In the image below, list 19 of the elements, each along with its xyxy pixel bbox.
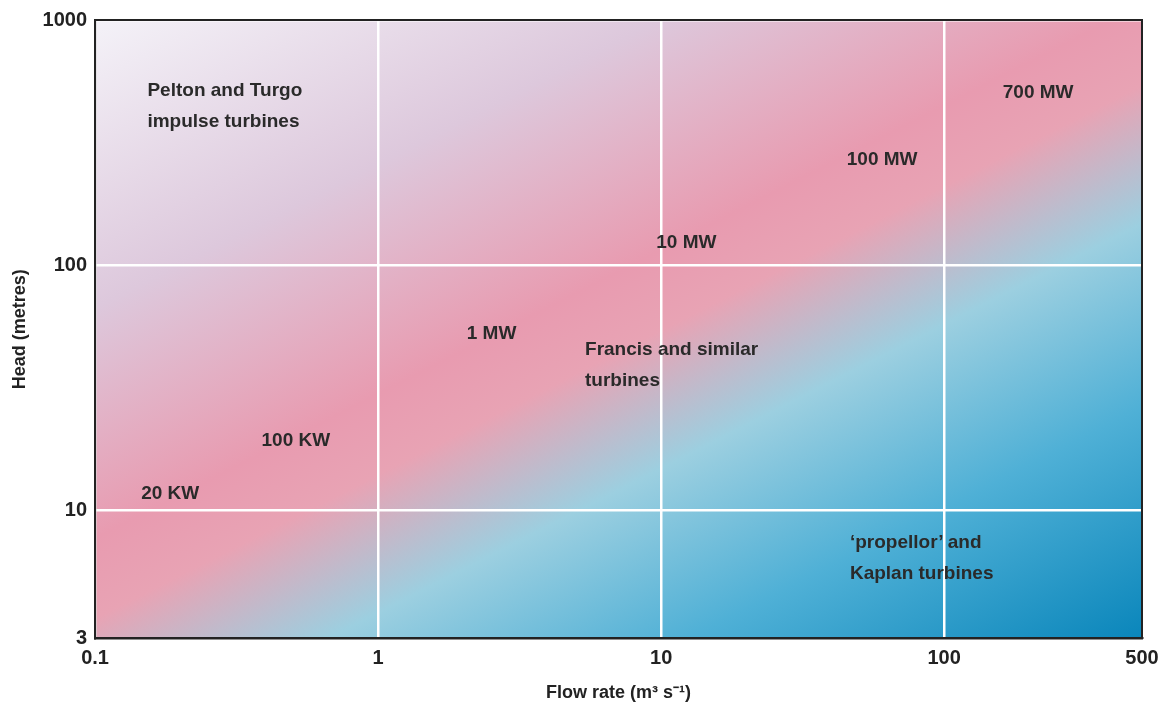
- annotation: 700 MW: [1002, 80, 1074, 102]
- annotation: 100 KW: [261, 428, 331, 450]
- y-axis-title: Head (metres): [8, 269, 29, 390]
- y-tick-label: 100: [53, 252, 88, 275]
- y-tick-label: 1000: [42, 7, 88, 30]
- x-tick-label: 10: [650, 645, 673, 668]
- annotation: 20 KW: [141, 481, 200, 503]
- x-axis-title: Flow rate (m³ s⁻¹): [546, 682, 692, 703]
- x-tick-label: 100: [927, 645, 961, 668]
- y-tick-label: 3: [75, 625, 88, 648]
- annotation: 100 MW: [846, 147, 918, 169]
- annotation: 1 MW: [466, 321, 517, 343]
- x-tick-label: 0.1: [81, 645, 109, 668]
- annotation: Francis and similar turbines: [585, 337, 759, 390]
- y-tick-label: 10: [64, 497, 88, 520]
- x-tick-label: 1: [372, 645, 384, 668]
- annotation: 10 MW: [656, 231, 717, 253]
- annotation: Pelton and Turgo impulse turbines: [147, 79, 303, 132]
- x-tick-label: 500: [1125, 645, 1159, 668]
